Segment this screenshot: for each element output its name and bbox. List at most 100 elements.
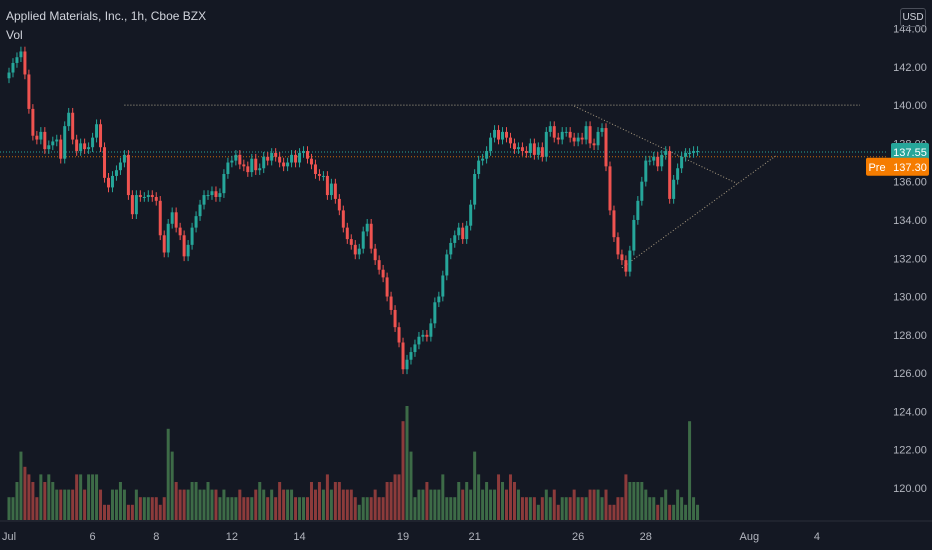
- candle-body: [79, 143, 83, 152]
- volume-bar: [405, 406, 409, 520]
- volume-bar: [660, 497, 664, 520]
- candle-body: [150, 195, 154, 197]
- volume-bar: [39, 474, 43, 520]
- volume-bar: [361, 497, 365, 520]
- candle-body: [110, 175, 114, 188]
- volume-bar: [150, 497, 154, 520]
- volume-bar: [198, 489, 202, 520]
- candle-body: [660, 154, 664, 167]
- price-tick-label: 140.00: [893, 100, 927, 112]
- price-tick-label: 128.00: [893, 330, 927, 342]
- candle-body: [457, 227, 461, 236]
- volume-bar: [43, 482, 47, 520]
- volume-bar: [178, 489, 182, 520]
- volume-bar: [341, 489, 345, 520]
- candle-body: [632, 219, 636, 251]
- candle-body: [568, 131, 572, 138]
- time-axis[interactable]: Jul 6 8 12 14 19 21 26 28 Aug 4: [0, 520, 932, 543]
- volume-bar: [262, 489, 266, 520]
- volume-bar: [628, 482, 632, 520]
- volume-bar: [449, 497, 453, 520]
- volume-bar: [83, 489, 87, 520]
- volume-bar: [505, 489, 508, 520]
- time-tick-label: 8: [153, 531, 159, 543]
- volume-bar: [166, 428, 170, 520]
- candle-body: [87, 147, 91, 150]
- candle-body: [688, 152, 692, 154]
- candle-body: [576, 137, 580, 142]
- volume-bar: [409, 451, 413, 520]
- candle-body: [672, 179, 676, 199]
- candle-body: [214, 191, 218, 197]
- volume-bar: [266, 497, 270, 520]
- candle-body: [246, 166, 250, 173]
- time-tick-label: 28: [640, 531, 652, 543]
- candle-body: [469, 204, 473, 226]
- volume-bar: [230, 497, 234, 520]
- volume-bar: [114, 489, 118, 520]
- volume-bar: [592, 489, 596, 520]
- candle-body: [580, 137, 584, 140]
- candle-body: [302, 151, 306, 153]
- candle-body: [612, 210, 616, 238]
- candlesticks: [7, 46, 700, 375]
- volume-bar: [604, 489, 608, 520]
- volume-bar: [453, 497, 457, 520]
- candle-body: [67, 112, 71, 127]
- candle-body: [95, 124, 99, 138]
- chart-title: Applied Materials, Inc., 1h, Cboe BZX: [6, 9, 207, 23]
- last-price-text: 137.55: [893, 147, 927, 159]
- candle-body: [620, 254, 624, 261]
- candle-body: [99, 124, 103, 148]
- volume-bar: [656, 504, 660, 520]
- volume-bar: [79, 474, 83, 520]
- volume-bar: [258, 482, 262, 520]
- candle-body: [158, 200, 162, 236]
- volume-bar: [349, 489, 353, 520]
- candle-body: [536, 147, 540, 155]
- candle-body: [226, 162, 230, 175]
- candle-body: [234, 154, 238, 161]
- price-tick-label: 132.00: [893, 253, 927, 265]
- volume-bar: [274, 497, 278, 520]
- volume-bar: [162, 497, 166, 520]
- candle-body: [242, 164, 246, 167]
- volume-bar: [99, 489, 103, 520]
- candle-body: [206, 195, 210, 197]
- volume-bar: [254, 489, 258, 520]
- candle-body: [381, 269, 385, 278]
- volume-bar: [548, 497, 552, 520]
- currency-button[interactable]: USD: [900, 8, 926, 27]
- volume-bar: [250, 497, 254, 520]
- candle-body: [604, 128, 608, 167]
- volume-bar: [190, 482, 194, 520]
- candle-body: [306, 151, 309, 159]
- candle-body: [512, 143, 516, 150]
- candle-body: [126, 154, 130, 196]
- candle-body: [23, 51, 27, 75]
- price-tick-label: 124.00: [893, 406, 927, 418]
- candle-body: [186, 244, 190, 257]
- volume-bar: [87, 474, 91, 520]
- candle-body: [640, 181, 644, 201]
- volume-bar: [19, 451, 23, 520]
- candle-body: [39, 131, 43, 140]
- volume-bar: [429, 489, 433, 520]
- volume-bar: [688, 421, 692, 520]
- candle-body: [210, 191, 214, 196]
- candle-body: [365, 223, 369, 232]
- volume-bar: [103, 504, 107, 520]
- candle-body: [417, 336, 421, 345]
- time-tick-label: 26: [572, 531, 584, 543]
- candle-body: [441, 275, 445, 297]
- volume-bar: [640, 482, 644, 520]
- candle-body: [652, 156, 656, 161]
- candle-body: [290, 154, 294, 163]
- candle-body: [572, 137, 576, 142]
- candle-body: [71, 112, 75, 140]
- price-axis[interactable]: 120.00 122.00 124.00 126.00 128.00 130.00 132.…: [893, 24, 927, 496]
- candle-body: [684, 152, 688, 157]
- candle-body: [19, 51, 23, 58]
- candle-body: [548, 126, 552, 132]
